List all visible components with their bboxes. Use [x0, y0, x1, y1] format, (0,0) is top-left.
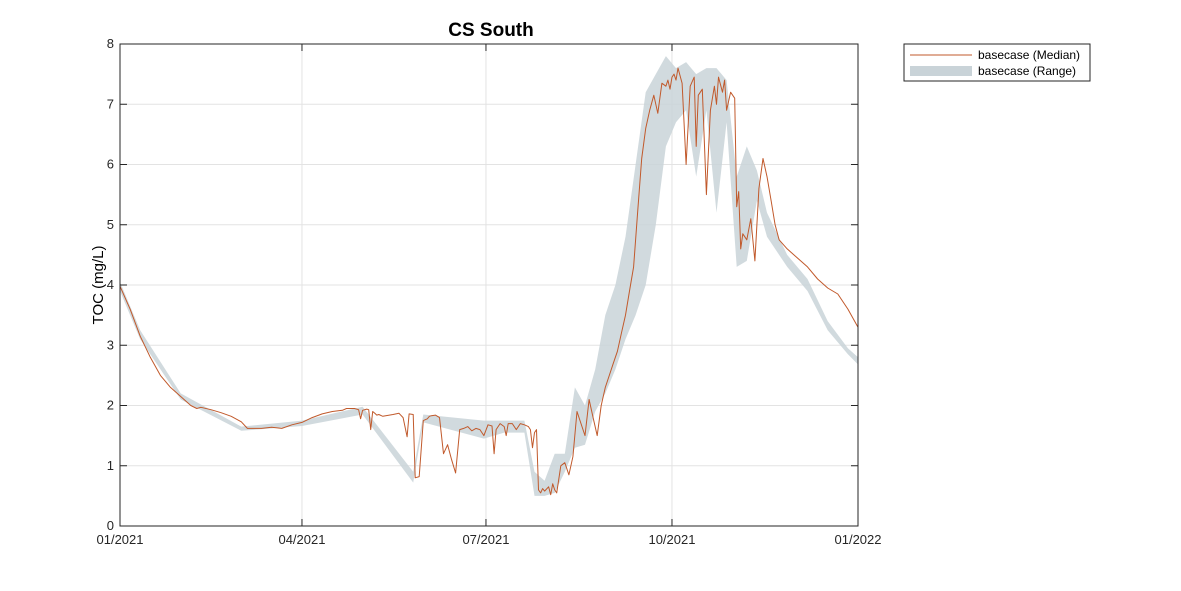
y-tick-label: 2 [107, 398, 114, 413]
legend: basecase (Median) basecase (Range) [903, 43, 1091, 82]
median-line [119, 67, 859, 496]
y-tick-label: 5 [107, 217, 114, 232]
chart-title: CS South [448, 20, 534, 41]
ticks: 0 1 2 3 4 5 6 7 8 01/2021 04/2021 07/2021 10/2021 01/… [97, 36, 882, 547]
y-tick-label: 4 [107, 277, 114, 292]
y-axis-label: TOC (mg/L) [90, 246, 107, 325]
legend-range-swatch [910, 66, 972, 76]
legend-median-label: basecase (Median) [978, 48, 1080, 62]
y-tick-label: 7 [107, 96, 114, 111]
y-tick-label: 3 [107, 337, 114, 352]
x-tick-label: 07/2021 [462, 532, 509, 547]
x-tick-label: 10/2021 [648, 532, 695, 547]
x-tick-label: 04/2021 [278, 532, 325, 547]
y-tick-label: 8 [107, 36, 114, 51]
y-tick-label: 0 [107, 518, 114, 533]
legend-range-label: basecase (Range) [978, 64, 1076, 78]
median-line-layer [119, 67, 859, 496]
x-tick-label: 01/2022 [835, 532, 882, 547]
x-tick-label: 01/2021 [97, 532, 144, 547]
y-tick-label: 1 [107, 458, 114, 473]
y-tick-label: 6 [107, 157, 114, 172]
axes-box [119, 43, 859, 527]
